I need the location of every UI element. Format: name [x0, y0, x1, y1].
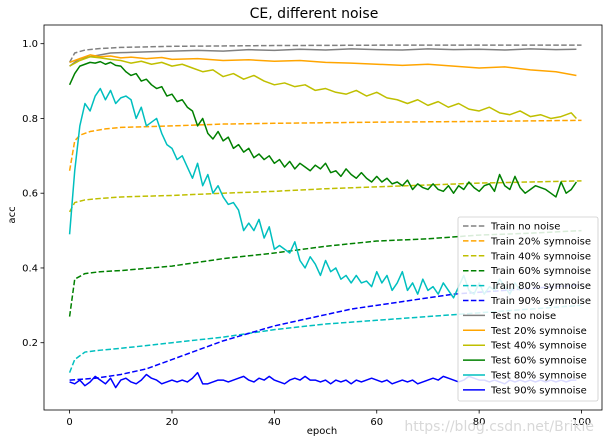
legend-label: Test 20% symnoise — [490, 326, 587, 337]
legend-label: Test 80% symnoise — [490, 371, 587, 382]
legend-label: Train 60% symnoise — [490, 266, 591, 277]
y-tick-label: 0.2 — [22, 338, 38, 349]
x-axis: 0 20 40 60 80 100 — [66, 410, 591, 428]
series-line-test-40-symnoise — [69, 56, 577, 120]
legend-label: Train 80% symnoise — [490, 281, 591, 292]
x-tick-label: 0 — [66, 417, 72, 428]
legend-label: Train 20% symnoise — [490, 236, 591, 247]
y-tick-label: 0.6 — [22, 189, 38, 200]
legend-label: Test no noise — [490, 311, 556, 322]
legend-label: Train no noise — [490, 222, 560, 233]
series-line-test-no-noise — [69, 48, 577, 67]
x-tick-label: 80 — [473, 417, 486, 428]
watermark-text: https://blog.csdn.net/Brikie — [404, 419, 594, 435]
legend-label: Test 40% symnoise — [490, 341, 587, 352]
y-axis: 0.2 0.4 0.6 0.8 1.0 — [22, 39, 44, 349]
y-axis-label: acc — [7, 206, 18, 223]
series-line-test-60-symnoise — [68, 60, 578, 198]
plot-frame — [43, 24, 603, 411]
x-tick-label: 60 — [370, 417, 383, 428]
legend-label: Test 60% symnoise — [490, 356, 587, 367]
legend: Train no noise Train 20% symnoise Train 40… — [457, 216, 599, 402]
y-tick-label: 1.0 — [22, 39, 38, 50]
legend-label: Test 90% symnoise — [490, 385, 587, 396]
chart-title: CE, different noise — [250, 6, 379, 22]
legend-label: Train 40% symnoise — [490, 251, 591, 262]
x-tick-label: 40 — [268, 417, 281, 428]
legend-label: Train 90% symnoise — [490, 296, 591, 307]
y-tick-label: 0.4 — [22, 263, 38, 274]
x-axis-label: epoch — [307, 426, 337, 437]
x-tick-label: 20 — [166, 417, 179, 428]
x-tick-label: 100 — [572, 417, 591, 428]
series-line-test-80-symnoise — [68, 87, 521, 299]
series-line-train-no-noise — [68, 44, 582, 63]
legend-box — [457, 216, 599, 402]
y-tick-label: 0.8 — [22, 114, 38, 125]
series-line-test-20-symnoise — [69, 54, 577, 77]
